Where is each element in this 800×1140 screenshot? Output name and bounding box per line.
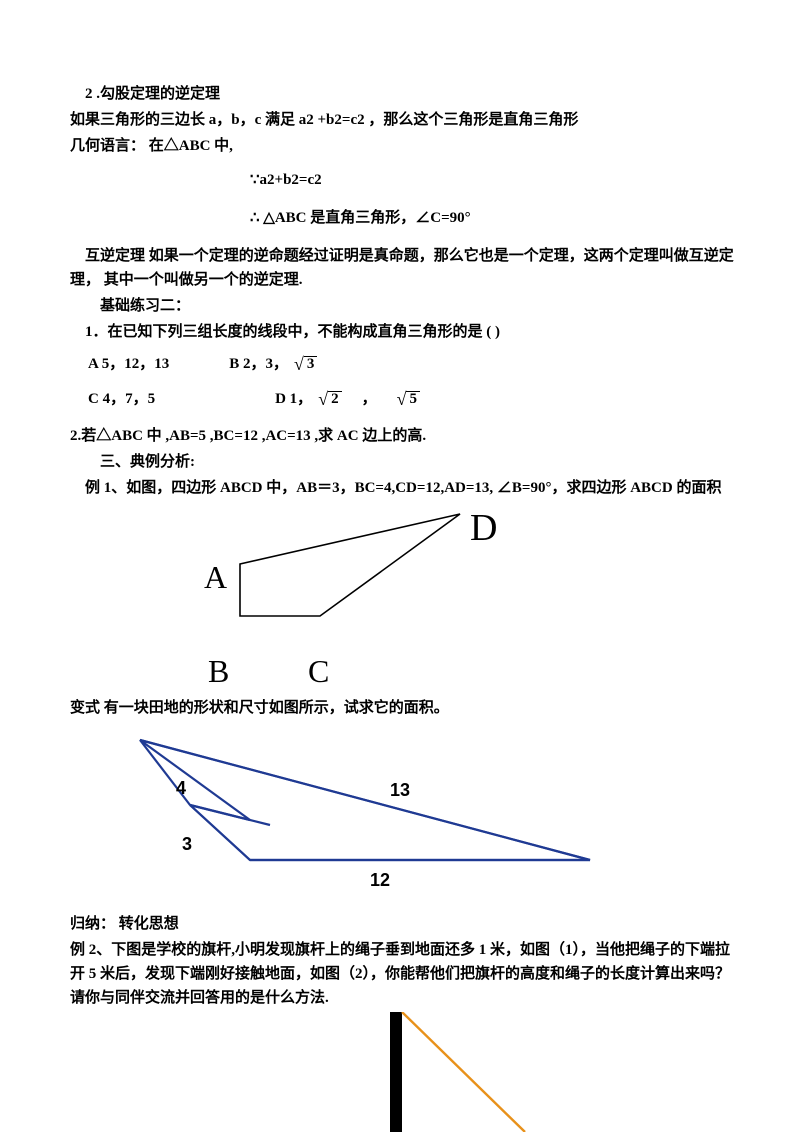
fig1-label-C: C (308, 646, 329, 697)
example-2-text: 例 2、下图是学校的旗杆,小明发现旗杆上的绳子垂到地面还多 1 米，如图（1），… (70, 938, 740, 1010)
choice-d-sqrt2: 5 (406, 391, 420, 407)
sqrt-icon: √5 (397, 385, 420, 414)
variant-text: 变式 有一块田地的形状和尺寸如图所示，试求它的面积。 (70, 696, 740, 720)
choice-c: C 4，7，5 (88, 385, 155, 414)
figure-quadrilateral: A B C D (190, 504, 550, 694)
choice-b-prefix: B 2，3， (229, 352, 288, 376)
sqrt-icon: √3 (294, 350, 317, 379)
choice-b-sqrt: 3 (304, 356, 318, 372)
example-1-text: 例 1、如图，四边形 ABCD 中，AB＝3，BC=4,CD=12,AD=13,… (70, 476, 740, 500)
choice-d-prefix: D 1， (275, 387, 312, 411)
fig1-label-D: D (470, 498, 497, 559)
document-page: 2 .勾股定理的逆定理 如果三角形的三边长 a，b，c 满足 a2 +b2=c2… (0, 0, 800, 1132)
fig2-label-3: 3 (182, 830, 192, 859)
examples-title: 三、典例分析: (70, 450, 740, 474)
flagpole-svg (205, 1012, 605, 1132)
practice-2-title: 基础练习二： (70, 294, 740, 318)
summary-text: 归纳： 转化思想 (70, 912, 740, 936)
choice-a: A 5，12，13 (88, 350, 169, 379)
choices-row-2: C 4，7，5 D 1， √2 ， √5 (88, 385, 740, 414)
choice-c-text: C 4，7，5 (88, 387, 155, 411)
section-2-title: 2 .勾股定理的逆定理 (70, 82, 740, 106)
figure-flagpole (205, 1012, 605, 1132)
choice-d-comma: ， (362, 387, 377, 411)
formula-given: ∵a2+b2=c2 (70, 168, 740, 192)
fig2-label-4: 4 (176, 774, 186, 803)
fig1-label-A: A (204, 552, 227, 603)
section-2-line1: 如果三角形的三边长 a，b，c 满足 a2 +b2=c2 ，那么这个三角形是直角… (70, 108, 740, 132)
fig2-label-12: 12 (370, 866, 390, 895)
choice-d-sqrt1: 2 (328, 391, 342, 407)
section-2-line2: 几何语言： 在△ABC 中, (70, 134, 740, 158)
choice-a-text: A 5，12，13 (88, 352, 169, 376)
choice-d: D 1， √2 ， √5 (275, 385, 420, 414)
inverse-theorem-text: 互逆定理 如果一个定理的逆命题经过证明是真命题，那么它也是一个定理，这两个定理叫… (70, 244, 740, 292)
flagpole-pole (390, 1012, 402, 1132)
fig1-polygon (240, 514, 460, 616)
formula-conclusion: ∴ △ABC 是直角三角形，∠C=90° (70, 206, 740, 230)
fig2-top-line (140, 740, 590, 860)
practice-2-q2: 2.若△ABC 中 ,AB=5 ,BC=12 ,AC=13 ,求 AC 边上的高… (70, 424, 740, 448)
choices-row-1: A 5，12，13 B 2，3， √3 (88, 350, 740, 379)
figure-field: 4 3 13 12 (130, 730, 650, 910)
sqrt-icon: √2 (318, 385, 341, 414)
practice-2-q1: 1．在已知下列三组长度的线段中，不能构成直角三角形的是 ( ) (70, 320, 740, 344)
flagpole-rope (402, 1012, 525, 1132)
choice-b: B 2，3， √3 (229, 350, 317, 379)
fig1-label-B: B (208, 646, 229, 697)
fig2-label-13: 13 (390, 776, 410, 805)
